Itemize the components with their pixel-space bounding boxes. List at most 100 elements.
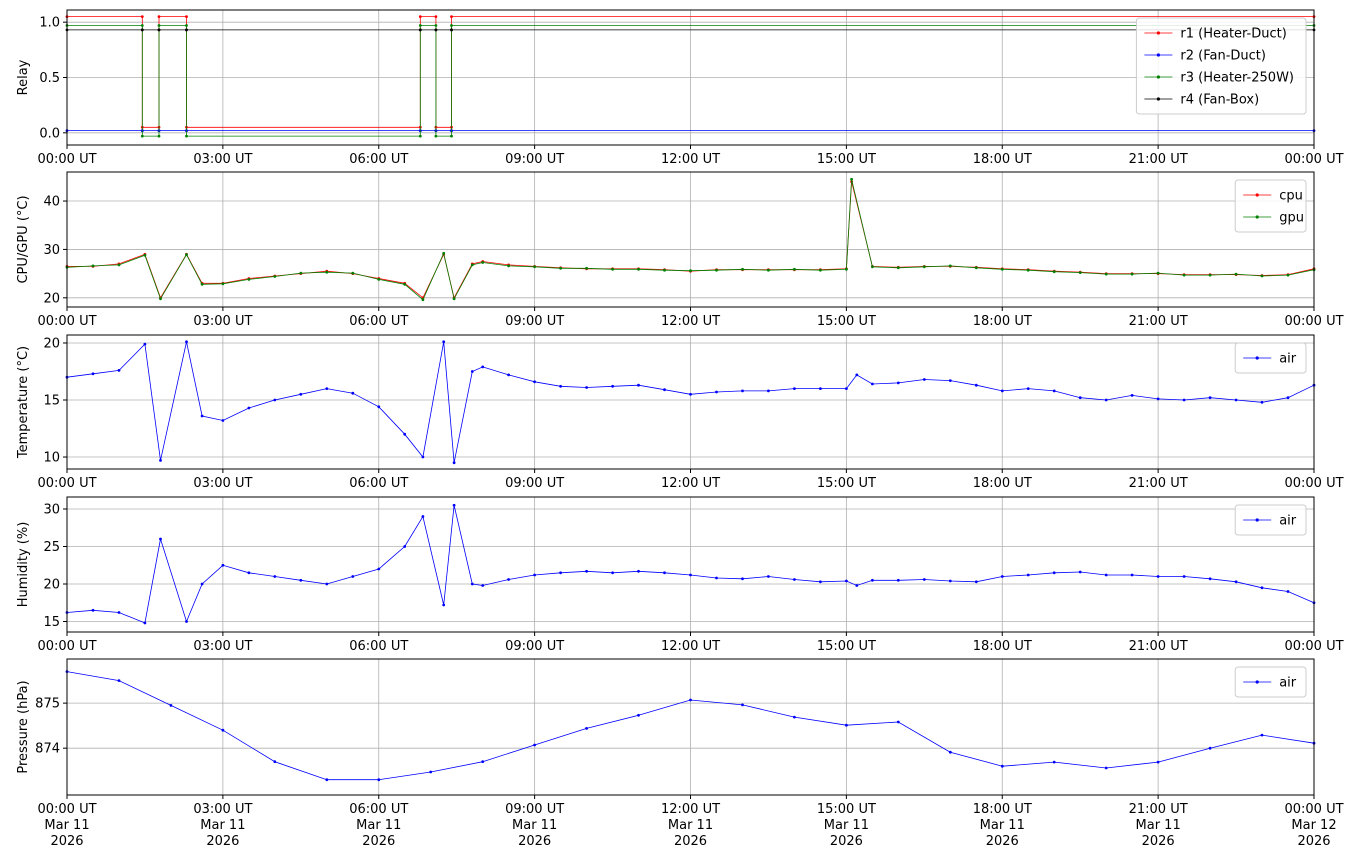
x-tick-label: 12:00 UT bbox=[661, 476, 720, 491]
x-tick-label: 03:00 UT bbox=[193, 152, 252, 167]
x-tick-label: 03:00 UT bbox=[193, 314, 252, 329]
subplot: 0.0 0.5 1.0 00:00 UT 03:00 UT 06:00 UT 09:00 U… bbox=[16, 9, 1344, 167]
legend-marker bbox=[1255, 193, 1259, 197]
legend-box bbox=[1234, 179, 1307, 233]
y-tick-label: 20 bbox=[43, 578, 60, 593]
x-tick-label: 21:00 UT Mar 11 2026 bbox=[1129, 802, 1188, 849]
y-tick-label: 0.0 bbox=[39, 126, 60, 141]
x-tick-label: 18:00 UT bbox=[973, 476, 1032, 491]
y-tick-label: 30 bbox=[43, 503, 60, 518]
x-tick-label: 21:00 UT bbox=[1129, 152, 1188, 167]
legend-label: air bbox=[1279, 352, 1297, 367]
data-line bbox=[65, 670, 1316, 782]
x-tick-label: 18:00 UT Mar 11 2026 bbox=[973, 802, 1032, 849]
x-tick-label: 21:00 UT bbox=[1129, 476, 1188, 491]
x-tick-label: 00:00 UT bbox=[1284, 314, 1343, 329]
x-tick-label: 15:00 UT bbox=[817, 314, 876, 329]
y-tick-label: 30 bbox=[43, 243, 60, 258]
y-tick-label: 1.0 bbox=[39, 16, 60, 31]
x-tick-label: 12:00 UT bbox=[661, 314, 720, 329]
x-tick-label: 03:00 UT Mar 11 2026 bbox=[193, 802, 252, 849]
subplot: 15 20 25 30 00:00 UT 03:00 UT 06:00 UT 09:00 UT… bbox=[16, 496, 1344, 654]
legend: air bbox=[1234, 504, 1307, 536]
axes-frame bbox=[66, 171, 1315, 308]
y-tick-label: 20 bbox=[43, 336, 60, 351]
subplot: 20 30 40 00:00 UT 03:00 UT 06:00 UT 09:00 UT 12… bbox=[16, 171, 1344, 329]
x-tick-label: 06:00 UT bbox=[349, 314, 408, 329]
y-tick-label: 40 bbox=[43, 195, 60, 210]
x-tick-label: 09:00 UT bbox=[505, 639, 564, 654]
x-tick-label: 00:00 UT bbox=[37, 639, 96, 654]
legend: air bbox=[1234, 342, 1307, 374]
x-tick-label: 09:00 UT bbox=[505, 476, 564, 491]
legend-label: air bbox=[1279, 676, 1297, 691]
x-tick-label: 15:00 UT bbox=[817, 152, 876, 167]
axes-frame bbox=[66, 496, 1315, 633]
legend-marker bbox=[1255, 356, 1259, 360]
x-tick-label: 15:00 UT bbox=[817, 476, 876, 491]
subplot: 10 15 20 00:00 UT 03:00 UT 06:00 UT 09:00 UT 12… bbox=[16, 334, 1344, 491]
x-tick-label: 18:00 UT bbox=[973, 314, 1032, 329]
legend-marker bbox=[1156, 31, 1160, 35]
y-tick-label: 875 bbox=[35, 697, 60, 712]
x-tick-label: 15:00 UT bbox=[817, 639, 876, 654]
data-line bbox=[65, 340, 1316, 465]
y-axis-label: Humidity (%) bbox=[16, 522, 31, 608]
subplot: 874 875 00:00 UT Mar 11 2026 03:00 UT Mar 11 20… bbox=[16, 658, 1344, 849]
legend-marker bbox=[1156, 53, 1160, 57]
x-tick-label: 00:00 UT bbox=[1284, 476, 1343, 491]
axes-frame bbox=[66, 658, 1315, 796]
legend-marker bbox=[1156, 97, 1160, 101]
y-tick-label: 15 bbox=[43, 394, 60, 409]
x-tick-label: 09:00 UT Mar 11 2026 bbox=[505, 802, 564, 849]
x-tick-label: 09:00 UT bbox=[505, 152, 564, 167]
legend: r1 (Heater-Duct) r2 (Fan-Duct) r3 (Heater-… bbox=[1135, 17, 1307, 115]
x-tick-label: 12:00 UT bbox=[661, 152, 720, 167]
y-tick-label: 874 bbox=[35, 742, 60, 757]
x-tick-label: 00:00 UT bbox=[37, 152, 96, 167]
x-tick-label: 00:00 UT bbox=[37, 476, 96, 491]
x-tick-label: 00:00 UT bbox=[1284, 639, 1343, 654]
y-tick-label: 15 bbox=[43, 615, 60, 630]
y-tick-label: 0.5 bbox=[39, 71, 60, 86]
x-tick-label: 00:00 UT bbox=[37, 314, 96, 329]
y-tick-label: 25 bbox=[43, 540, 60, 555]
legend-label: cpu bbox=[1279, 189, 1303, 204]
y-tick-label: 10 bbox=[43, 451, 60, 466]
x-tick-label: 00:00 UT Mar 11 2026 bbox=[37, 802, 96, 849]
x-tick-label: 06:00 UT bbox=[349, 152, 408, 167]
legend-label: r3 (Heater-250W) bbox=[1180, 71, 1294, 86]
legend-label: air bbox=[1279, 514, 1297, 529]
data-line bbox=[65, 177, 1316, 302]
axes-frame bbox=[66, 9, 1315, 146]
x-tick-label: 21:00 UT bbox=[1129, 639, 1188, 654]
x-tick-label: 12:00 UT Mar 11 2026 bbox=[661, 802, 720, 849]
data-line bbox=[65, 503, 1316, 625]
x-tick-label: 18:00 UT bbox=[973, 152, 1032, 167]
x-tick-label: 18:00 UT bbox=[973, 639, 1032, 654]
data-line bbox=[65, 24, 1316, 138]
y-axis-label: Temperature (°C) bbox=[16, 346, 31, 459]
legend-marker bbox=[1255, 518, 1259, 522]
y-tick-label: 20 bbox=[43, 291, 60, 306]
legend-box bbox=[1135, 17, 1307, 115]
legend-marker bbox=[1255, 680, 1259, 684]
legend-label: r1 (Heater-Duct) bbox=[1180, 27, 1286, 42]
x-tick-label: 06:00 UT bbox=[349, 476, 408, 491]
legend-marker bbox=[1156, 75, 1160, 79]
axes-frame bbox=[66, 334, 1315, 470]
x-tick-label: 03:00 UT bbox=[193, 639, 252, 654]
x-tick-label: 09:00 UT bbox=[505, 314, 564, 329]
y-axis-label: Pressure (hPa) bbox=[16, 680, 31, 773]
x-tick-label: 00:00 UT bbox=[1284, 152, 1343, 167]
x-tick-label: 21:00 UT bbox=[1129, 314, 1188, 329]
legend-label: gpu bbox=[1279, 211, 1304, 226]
x-tick-label: 00:00 UT Mar 12 2026 bbox=[1284, 802, 1343, 849]
legend: cpu gpu bbox=[1234, 179, 1307, 233]
x-tick-label: 06:00 UT Mar 11 2026 bbox=[349, 802, 408, 849]
legend-label: r2 (Fan-Duct) bbox=[1180, 49, 1266, 64]
y-axis-label: CPU/GPU (°C) bbox=[16, 195, 31, 283]
x-tick-label: 06:00 UT bbox=[349, 639, 408, 654]
legend-marker bbox=[1255, 215, 1259, 219]
